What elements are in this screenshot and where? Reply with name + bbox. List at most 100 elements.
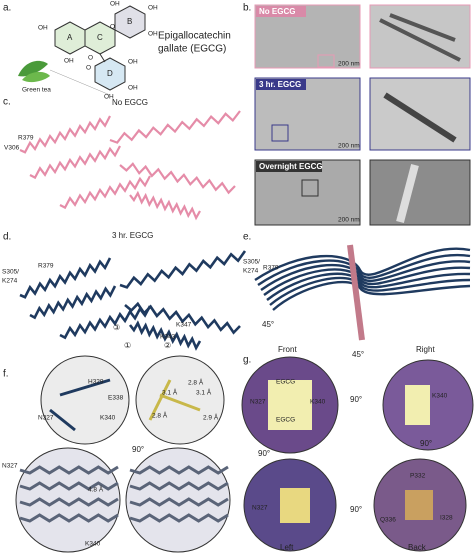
rotation: 45° [262, 320, 274, 329]
density-trace [263, 266, 471, 296]
ring-label: D [107, 69, 113, 78]
residue: S305/ [2, 269, 19, 276]
residue: K274 [243, 268, 259, 275]
panel-label: b. [243, 3, 251, 14]
view-label: Right [416, 345, 435, 354]
ring-label: C [97, 33, 103, 42]
zoom-box [317, 54, 335, 68]
density-trace [260, 260, 471, 291]
rotation: 45° [352, 350, 364, 359]
fibril [383, 92, 457, 143]
residue: H329 [88, 379, 104, 386]
residue: N327 [250, 399, 266, 406]
site: ① [124, 341, 131, 350]
zoom-box [271, 124, 289, 142]
density-trace [269, 276, 471, 306]
residue: Q336 [380, 517, 396, 524]
residue: N327 [2, 463, 18, 470]
residue: K343 [160, 334, 176, 341]
atom: OH [128, 59, 138, 66]
density-trace [19, 465, 119, 475]
residue: E338 [108, 395, 124, 402]
density-trace [19, 257, 112, 299]
residue: S305/ [243, 259, 260, 266]
pointer [49, 69, 111, 96]
ligand: EGCG [276, 379, 295, 386]
distance: 2.9 Å [203, 413, 219, 422]
residue: P332 [410, 473, 426, 480]
condition: 3 hr. EGCG [259, 80, 301, 89]
egcg-stack [280, 488, 310, 523]
density-trace [29, 145, 121, 180]
density-trace [109, 110, 241, 144]
ligand: EGCG [276, 417, 295, 424]
em-zoom [369, 159, 471, 226]
density-trace [129, 513, 229, 523]
atom: O [86, 65, 91, 72]
rotation: 90° [350, 505, 362, 514]
residue: R379 [18, 135, 34, 142]
residue: N327 [252, 505, 268, 512]
bond [99, 53, 106, 63]
atom: OH [148, 31, 158, 38]
site: ③ [113, 323, 120, 332]
panel-title: 3 hr. EGCG [112, 231, 153, 240]
fibril [379, 13, 461, 62]
atom: O [110, 24, 115, 31]
ring-c [84, 21, 116, 55]
density-trace [129, 465, 229, 475]
density-trace [129, 481, 229, 491]
distance: 2.8 Å [188, 378, 204, 387]
density-trace [49, 378, 111, 432]
egcg-stack [268, 380, 312, 430]
density-trace [19, 513, 119, 523]
panel-label: d. [3, 232, 11, 243]
panel-label: f. [3, 369, 9, 380]
residue: V306 [4, 145, 20, 152]
title: gallate (EGCG) [158, 44, 226, 55]
density-trace [119, 250, 247, 289]
density-trace [128, 320, 202, 351]
density-trace [148, 379, 201, 421]
density-trace [347, 244, 365, 341]
condition: No EGCG [259, 7, 295, 16]
residue: R379 [263, 265, 279, 272]
ring-label: B [127, 17, 132, 26]
atom: OH [110, 1, 120, 8]
density-trace [29, 285, 117, 320]
density-trace [257, 253, 471, 286]
density-trace [59, 175, 151, 210]
atom: OH [128, 85, 138, 92]
zoom-box [301, 179, 319, 197]
leaf [18, 60, 48, 77]
atom: OH [38, 25, 48, 32]
density-trace [19, 497, 119, 507]
tag [256, 6, 306, 17]
leaf [22, 71, 50, 83]
ring-label: A [67, 33, 73, 42]
fibril [396, 163, 419, 224]
em-image [254, 4, 361, 69]
scale-bar: 200 nm [338, 61, 360, 68]
panel-label: a. [3, 3, 11, 14]
distance: 4.8 Å [88, 485, 104, 494]
rotation: 90° [132, 445, 144, 454]
scale-bar: 200 nm [338, 143, 360, 150]
title: Epigallocatechin [158, 31, 231, 42]
panel-label: g. [243, 355, 251, 366]
residue: I328 [440, 515, 453, 522]
distance: 3.1 Å [162, 388, 178, 397]
density-trace [129, 497, 229, 507]
atom: O [88, 55, 93, 62]
tag [256, 79, 306, 90]
condition: Overnight EGCG [259, 162, 323, 171]
ring-b [114, 5, 146, 39]
distance: 3.1 Å [196, 388, 212, 397]
atom: OH [148, 5, 158, 12]
panel-label: e. [243, 232, 251, 243]
zoom-circle [15, 447, 121, 553]
view-label: Left [280, 543, 294, 552]
view-label: Front [278, 345, 297, 354]
zoom-circle [135, 355, 225, 445]
